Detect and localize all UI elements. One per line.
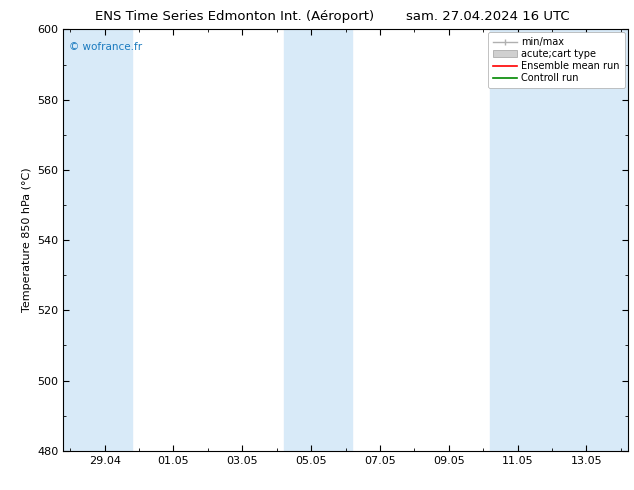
Text: © wofrance.fr: © wofrance.fr: [69, 42, 142, 52]
Bar: [490, 29, 628, 451]
Y-axis label: Temperature 850 hPa (°C): Temperature 850 hPa (°C): [22, 168, 32, 313]
Text: ENS Time Series Edmonton Int. (Aéroport): ENS Time Series Edmonton Int. (Aéroport): [95, 10, 374, 23]
Legend: min/max, acute;cart type, Ensemble mean run, Controll run: min/max, acute;cart type, Ensemble mean …: [488, 32, 624, 88]
Text: sam. 27.04.2024 16 UTC: sam. 27.04.2024 16 UTC: [406, 10, 570, 23]
Bar: [63, 29, 133, 451]
Bar: [283, 29, 353, 451]
